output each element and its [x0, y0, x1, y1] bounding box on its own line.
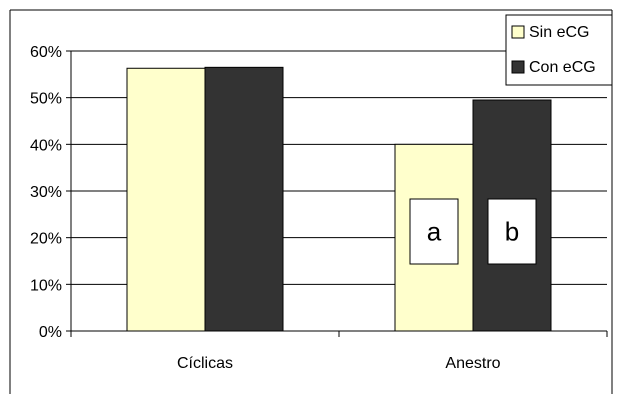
- legend-label-con-ecg: Con eCG: [529, 59, 596, 76]
- annotation-label: b: [505, 217, 519, 247]
- legend-swatch-con-ecg: [511, 60, 525, 74]
- bar: [126, 67, 206, 332]
- legend: Sin eCG Con eCG: [505, 14, 613, 86]
- axes: 0% 10% 20% 30% 40% 50% 60% Cíclicas Anestro: [30, 44, 608, 372]
- y-tick-label: 40%: [30, 137, 62, 154]
- legend-swatch-sin-ecg: [511, 25, 525, 39]
- y-tick-label: 0%: [39, 324, 62, 341]
- y-tick-label: 60%: [30, 44, 62, 61]
- bars: [126, 66, 552, 332]
- y-tick-label: 20%: [30, 231, 62, 248]
- annotation-box: [409, 198, 459, 265]
- y-tick-label: 50%: [30, 91, 62, 108]
- bar: [204, 66, 284, 332]
- annotation-box: [487, 198, 537, 265]
- x-tick-label: Anestro: [445, 355, 500, 372]
- bar: [394, 143, 474, 332]
- y-tick-label: 10%: [30, 277, 62, 294]
- annotation-label: a: [427, 217, 442, 247]
- y-tick-label: 30%: [30, 184, 62, 201]
- x-tick-label: Cíclicas: [177, 355, 233, 372]
- legend-label-sin-ecg: Sin eCG: [529, 24, 589, 41]
